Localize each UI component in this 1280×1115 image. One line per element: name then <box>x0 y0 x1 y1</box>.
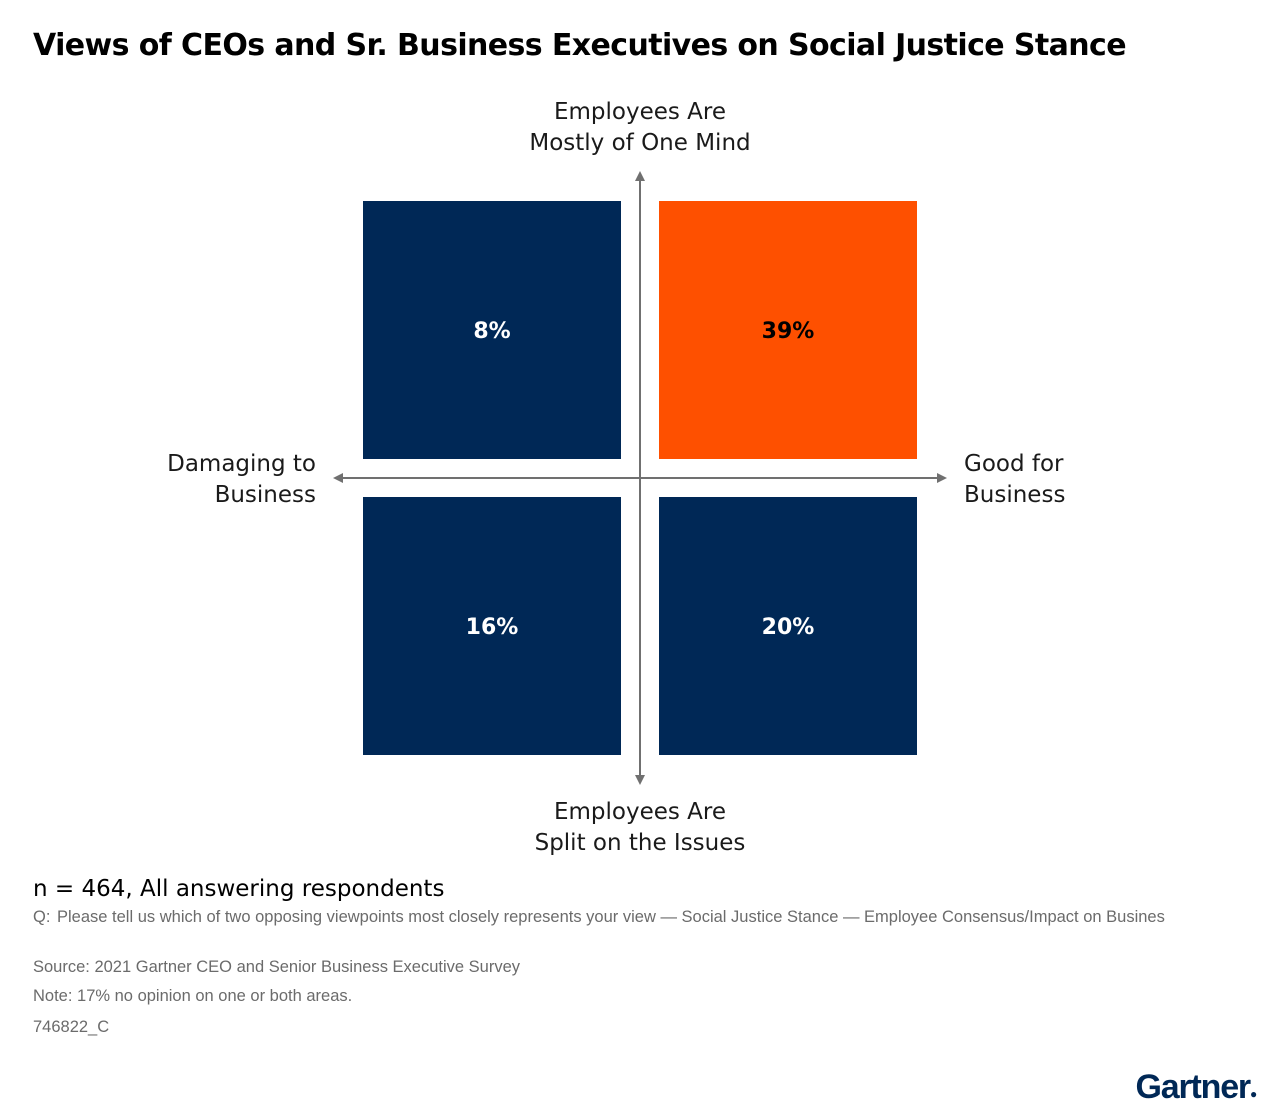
gartner-logo: Gartner● <box>1135 1068 1258 1107</box>
y-axis-bottom-arrow-icon <box>635 775 645 785</box>
y-axis-top-label-line: Mostly of One Mind <box>529 130 751 156</box>
logo-dot: ● <box>1249 1087 1257 1101</box>
gartner-logo-text: Gartner <box>1135 1068 1252 1106</box>
x-axis-left-label-line: Damaging to <box>167 451 316 477</box>
x-axis-right-arrow-icon <box>937 473 947 483</box>
quadrant-value-bottom-right: 20% <box>762 615 815 640</box>
source-note: Source: 2021 Gartner CEO and Senior Busi… <box>33 958 520 976</box>
y-axis-bottom-label: Employees Are Split on the Issues <box>440 797 840 859</box>
x-axis-left-arrow-icon <box>333 473 343 483</box>
chart-title: Views of CEOs and Sr. Business Executive… <box>33 28 1127 63</box>
sample-size-note: n = 464, All answering respondents <box>33 876 445 902</box>
y-axis-top-arrow-icon <box>635 171 645 181</box>
x-axis-left-label: Damaging to Business <box>167 449 316 511</box>
y-axis-top-label-line: Employees Are <box>553 99 727 125</box>
quadrant-value-top-left: 8% <box>473 319 510 344</box>
y-axis-bottom-label-line: Split on the Issues <box>534 830 746 856</box>
x-axis-right-label-line: Good for <box>964 451 1064 477</box>
x-axis-right-label: Good for Business <box>964 449 1065 511</box>
opinion-note: Note: 17% no opinion on one or both area… <box>33 987 353 1005</box>
quadrant-cell-top-right <box>659 201 917 459</box>
quadrant-cell-top-left <box>363 201 621 459</box>
question-text: Please tell us which of two opposing vie… <box>57 908 1165 926</box>
figure-code: 746822_C <box>33 1018 110 1036</box>
quadrant-cell-bottom-right <box>659 497 917 755</box>
y-axis-top-label: Employees Are Mostly of One Mind <box>440 97 840 159</box>
survey-question: Q: Please tell us which of two opposing … <box>33 906 1248 929</box>
quadrant-cell-bottom-left <box>363 497 621 755</box>
y-axis-bottom-label-line: Employees Are <box>553 799 727 825</box>
x-axis-right-label-line: Business <box>964 482 1066 508</box>
quadrant-value-top-right: 39% <box>762 319 815 344</box>
quadrant-value-bottom-left: 16% <box>466 615 519 640</box>
x-axis-left-label-line: Business <box>214 482 316 508</box>
question-prefix: Q: <box>33 908 51 926</box>
